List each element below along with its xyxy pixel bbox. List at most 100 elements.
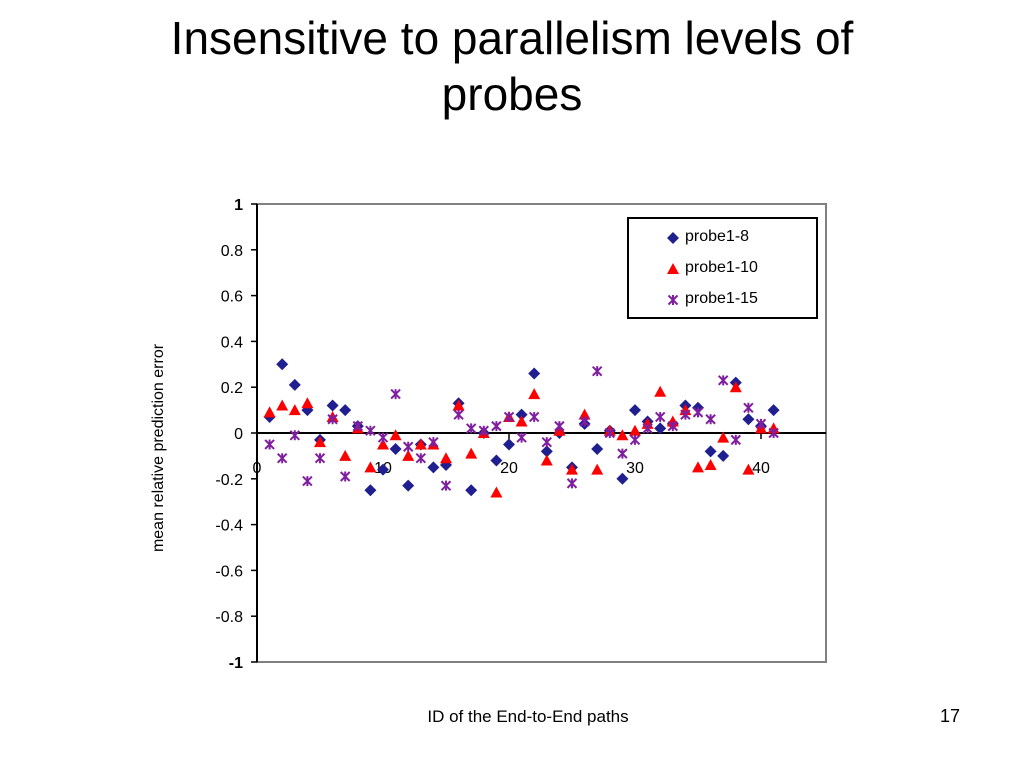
- data-point-probe1-8: [465, 484, 478, 497]
- data-point-probe1-15: [352, 420, 364, 432]
- data-point-probe1-10: [515, 415, 528, 427]
- data-point-probe1-8: [389, 443, 402, 456]
- data-point-probe1-8: [364, 484, 377, 497]
- data-point-probe1-15: [579, 416, 590, 427]
- data-point-probe1-10: [540, 454, 553, 466]
- data-point-probe1-15: [327, 414, 338, 425]
- x-tick-label: 40: [752, 460, 770, 477]
- data-point-probe1-10: [616, 429, 629, 441]
- data-point-probe1-10: [276, 399, 289, 411]
- data-point-probe1-15: [339, 471, 351, 482]
- data-point-probe1-8: [540, 445, 553, 458]
- data-point-probe1-15: [516, 432, 527, 443]
- x-tick-label: 0: [253, 460, 262, 477]
- data-point-probe1-15: [617, 448, 628, 459]
- slide-number: 17: [939, 706, 961, 726]
- data-point-probe1-15: [705, 414, 716, 425]
- y-tick-label: 0.6: [221, 289, 243, 306]
- y-tick-label: 0.2: [221, 380, 243, 397]
- data-point-probe1-15: [604, 427, 616, 439]
- legend-label-probe1-10: probe1-10: [685, 259, 758, 276]
- slide-title-line-2: probes: [441, 68, 583, 120]
- x-tick-label: 30: [626, 460, 644, 477]
- data-point-probe1-10: [742, 463, 755, 475]
- data-point-probe1-15: [541, 436, 553, 448]
- data-point-probe1-15: [692, 407, 704, 418]
- data-point-probe1-8: [326, 399, 339, 412]
- data-point-probe1-15: [453, 409, 464, 420]
- legend-label-probe1-8: probe1-8: [685, 228, 749, 245]
- data-point-probe1-8: [276, 358, 289, 371]
- slide-title-line-1: Insensitive to parallelism levels of: [170, 12, 854, 64]
- data-point-probe1-15: [503, 411, 515, 423]
- data-point-probe1-15: [566, 478, 578, 489]
- data-point-probe1-8: [427, 461, 440, 474]
- data-point-probe1-8: [742, 413, 755, 426]
- data-point-probe1-8: [339, 404, 352, 417]
- data-point-probe1-10: [440, 452, 452, 464]
- data-point-probe1-8: [629, 404, 641, 417]
- data-point-probe1-10: [717, 431, 730, 443]
- data-point-probe1-8: [704, 445, 717, 458]
- data-point-probe1-15: [440, 480, 452, 491]
- data-point-probe1-10: [314, 436, 326, 448]
- data-point-probe1-15: [415, 452, 427, 464]
- data-point-probe1-15: [478, 425, 490, 436]
- data-point-probe1-10: [465, 447, 478, 459]
- data-point-probe1-10: [452, 399, 465, 411]
- data-point-probe1-15: [377, 432, 389, 443]
- data-point-probe1-8: [654, 422, 667, 435]
- data-point-probe1-8: [767, 404, 780, 417]
- data-point-probe1-10: [629, 424, 641, 436]
- data-point-probe1-15: [264, 439, 275, 450]
- data-point-probe1-10: [654, 385, 667, 397]
- data-point-probe1-10: [704, 459, 717, 471]
- data-point-probe1-10: [528, 388, 541, 400]
- data-point-probe1-8: [490, 454, 503, 467]
- data-point-probe1-8: [528, 367, 541, 380]
- data-point-probe1-15: [717, 375, 729, 386]
- data-point-probe1-10: [414, 438, 427, 450]
- y-tick-label: -0.8: [215, 609, 243, 626]
- y-tick-label: 1: [234, 197, 243, 214]
- data-point-probe1-15: [402, 441, 414, 452]
- data-point-probe1-10: [490, 486, 503, 498]
- y-tick-label: -0.6: [215, 563, 243, 580]
- data-point-probe1-8: [717, 449, 730, 462]
- data-point-probe1-10: [578, 408, 591, 420]
- data-point-probe1-10: [301, 397, 314, 409]
- data-point-probe1-10: [263, 406, 276, 418]
- data-point-probe1-10: [339, 449, 352, 461]
- data-point-probe1-15: [276, 452, 288, 464]
- data-point-probe1-15: [289, 430, 301, 441]
- data-point-probe1-10: [729, 381, 742, 393]
- data-point-probe1-15: [428, 436, 439, 448]
- data-point-probe1-8: [591, 443, 604, 456]
- data-point-probe1-15: [667, 420, 679, 432]
- y-tick-label: -1: [229, 655, 243, 672]
- data-point-probe1-15: [591, 365, 603, 377]
- data-point-probe1-15: [642, 423, 653, 434]
- y-tick-label: 0.4: [221, 334, 243, 351]
- legend-marker-probe1-8: [667, 232, 679, 244]
- data-point-probe1-15: [755, 418, 767, 430]
- data-point-probe1-15: [365, 425, 376, 436]
- data-point-probe1-15: [730, 434, 742, 446]
- data-point-probe1-15: [465, 423, 477, 434]
- y-tick-label: 0.8: [221, 243, 243, 260]
- legend-marker-probe1-15: [667, 294, 679, 306]
- data-point-probe1-15: [390, 388, 401, 400]
- y-axis-label: mean relative prediction error: [150, 343, 167, 552]
- legend: [627, 217, 818, 319]
- slide-title: Insensitive to parallelism levels of pro…: [40, 10, 984, 122]
- data-point-probe1-10: [692, 461, 704, 473]
- data-point-probe1-8: [402, 479, 415, 492]
- legend-label-probe1-15: probe1-15: [685, 290, 758, 307]
- data-point-probe1-10: [591, 463, 604, 475]
- y-tick-label: -0.2: [215, 472, 243, 489]
- data-point-probe1-15: [302, 475, 313, 487]
- data-point-probe1-15: [654, 411, 666, 423]
- data-point-probe1-15: [491, 420, 502, 432]
- data-point-probe1-8: [515, 408, 528, 421]
